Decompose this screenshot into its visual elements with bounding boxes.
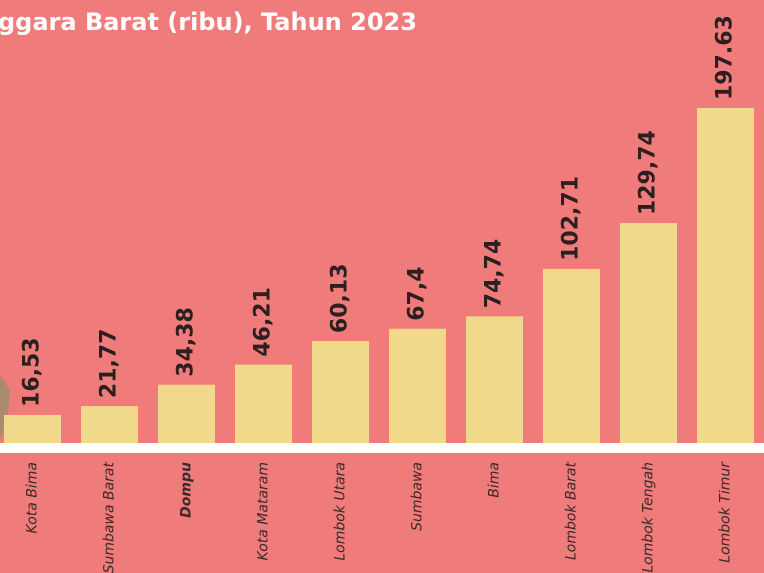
x-tick-label: Kota Bima [25,462,41,533]
bar [620,223,677,443]
bar [81,406,138,443]
value-label: 60,13 [328,263,353,333]
bar [697,108,754,443]
bar [4,415,61,443]
chart-title: ggara Barat (ribu), Tahun 2023 [0,8,417,36]
x-tick-label: Lombok Barat [564,462,580,561]
bar [235,365,292,443]
value-label: 102,71 [559,176,584,261]
x-tick-label: Lombok Utara [333,462,349,561]
x-tick-label: Lombok Tengah [641,462,657,573]
x-tick-label: Dompu [179,462,195,518]
bar [466,316,523,443]
x-tick-label: Sumbawa Barat [102,461,118,573]
value-label: 21,77 [97,329,122,399]
x-tick-label: Kota Mataram [256,462,272,560]
x-tick-label: Bima [487,462,503,498]
value-label: 67,4 [405,266,430,320]
value-label: 129,74 [636,130,661,215]
chart: ggara Barat (ribu), Tahun 2023 16,53 Kota… [0,0,764,573]
bar [312,341,369,443]
bar [389,329,446,443]
baseline [0,443,764,453]
value-label: 34,38 [174,307,199,377]
value-label: 46,21 [251,287,276,357]
x-tick-label: Sumbawa [410,462,426,531]
x-tick-label: Lombok Timur [718,461,734,563]
bar [158,385,215,443]
bar [543,269,600,443]
value-label: 74,74 [482,239,507,309]
value-label: 16,53 [20,337,45,407]
value-label: 197.63 [713,15,738,100]
